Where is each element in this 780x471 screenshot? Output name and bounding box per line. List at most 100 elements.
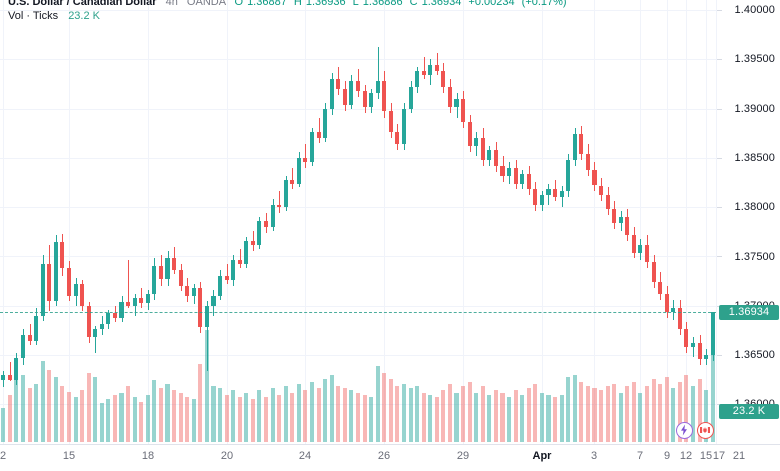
- candle-body: [172, 258, 177, 271]
- candle-wick: [207, 300, 208, 371]
- volume-bar: [684, 374, 689, 442]
- candle-wick: [378, 47, 379, 99]
- grid-line-horizontal: [0, 355, 716, 356]
- last-price-badge[interactable]: 1.36934: [719, 305, 779, 321]
- candle-body: [625, 217, 630, 235]
- volume-bar: [507, 397, 512, 442]
- candle-body: [1, 374, 6, 380]
- time-tick-label: 21: [732, 450, 746, 462]
- candle-body: [658, 282, 663, 294]
- volume-bar: [599, 390, 604, 442]
- candle-body: [342, 88, 347, 105]
- candle-body: [618, 217, 623, 223]
- volume-bar: [145, 394, 150, 442]
- volume-bar: [237, 397, 242, 442]
- volume-bar: [316, 388, 321, 442]
- candle-body: [710, 312, 715, 356]
- candle-body: [480, 138, 485, 160]
- time-tick-label: 2: [0, 450, 7, 462]
- volume-bar: [165, 383, 170, 442]
- candle-body: [165, 258, 170, 280]
- candle-body: [14, 358, 19, 380]
- time-tick-label: Apr: [532, 450, 552, 462]
- price-tick-label: 1.37500: [734, 250, 775, 263]
- candle-body: [644, 244, 650, 263]
- price-tick-mark: [717, 109, 722, 110]
- volume-bar: [126, 386, 131, 442]
- candle-body: [428, 65, 433, 76]
- volume-bar: [66, 391, 71, 442]
- candle-body: [7, 374, 12, 380]
- volume-bar: [257, 390, 262, 442]
- time-tick-label: 12: [679, 450, 693, 462]
- volume-bar: [513, 390, 518, 442]
- candle-body: [579, 134, 584, 154]
- candle-body: [27, 335, 32, 342]
- candle-body: [592, 169, 597, 186]
- volume-bar: [204, 330, 209, 442]
- time-axis[interactable]: 2 15 18 20 24 26 29 Apr 3 7 9 12 15 17 21: [0, 444, 780, 471]
- candle-body: [126, 301, 131, 306]
- volume-bar: [139, 401, 144, 442]
- candle-body: [178, 270, 183, 287]
- volume-bar: [218, 388, 223, 442]
- candle-wick: [279, 191, 280, 214]
- earnings-bolt-marker[interactable]: [676, 422, 693, 439]
- candle-body: [513, 167, 518, 184]
- volume-bar: [618, 392, 623, 442]
- price-tick-label: 1.40000: [734, 4, 775, 16]
- time-tick-label: 15: [699, 450, 713, 462]
- candle-wick: [30, 323, 31, 346]
- time-tick-label: 26: [377, 450, 391, 462]
- volume-bar: [474, 392, 479, 442]
- volume-bar: [559, 394, 564, 442]
- volume-bar: [428, 394, 433, 442]
- lightning-bolt-icon: [681, 424, 687, 436]
- candle-wick: [319, 118, 320, 144]
- candle-body: [237, 260, 242, 265]
- volume-bar: [191, 399, 196, 442]
- grid-line-vertical: [227, 0, 228, 444]
- candle-body: [631, 234, 636, 253]
- volume-bar: [461, 386, 466, 442]
- candle-body: [112, 312, 117, 318]
- candle-body: [415, 71, 420, 87]
- grid-line-vertical: [594, 0, 595, 444]
- candle-body: [264, 221, 269, 227]
- volume-bar: [185, 397, 190, 442]
- candle-body: [605, 195, 610, 210]
- grid-line-vertical: [640, 0, 641, 444]
- volume-value-badge[interactable]: 23.2 K: [719, 404, 779, 419]
- candle-body: [40, 264, 45, 316]
- chart-plot-area[interactable]: [0, 0, 716, 444]
- candle-body: [664, 293, 669, 312]
- volume-bar: [572, 374, 577, 442]
- candle-body: [99, 323, 104, 330]
- volume-bar: [47, 370, 52, 442]
- volume-bar: [401, 383, 406, 442]
- price-axis[interactable]: 1.40000 1.39500 1.39000 1.38500 1.38000 1.375…: [716, 0, 780, 459]
- candle-body: [447, 86, 452, 107]
- volume-bar: [250, 399, 255, 442]
- volume-bar: [487, 394, 492, 442]
- candle-body: [566, 159, 571, 192]
- volume-bar: [270, 388, 275, 442]
- volume-bar: [579, 381, 584, 442]
- candle-body: [401, 108, 406, 145]
- economic-event-marker[interactable]: [697, 422, 714, 439]
- time-tick-label: 20: [220, 450, 234, 462]
- candle-body: [152, 266, 157, 294]
- volume-bar: [651, 379, 656, 442]
- volume-bar: [132, 397, 137, 442]
- candle-body: [638, 244, 643, 253]
- grid-line-vertical: [686, 0, 687, 444]
- volume-bar: [605, 386, 610, 442]
- time-tick-label: 17: [712, 450, 726, 462]
- volume-bar: [211, 386, 216, 442]
- grid-line-horizontal: [0, 306, 716, 307]
- candle-body: [93, 329, 98, 338]
- candle-body: [362, 90, 367, 107]
- volume-bar: [244, 392, 249, 442]
- time-tick-label: 24: [298, 450, 312, 462]
